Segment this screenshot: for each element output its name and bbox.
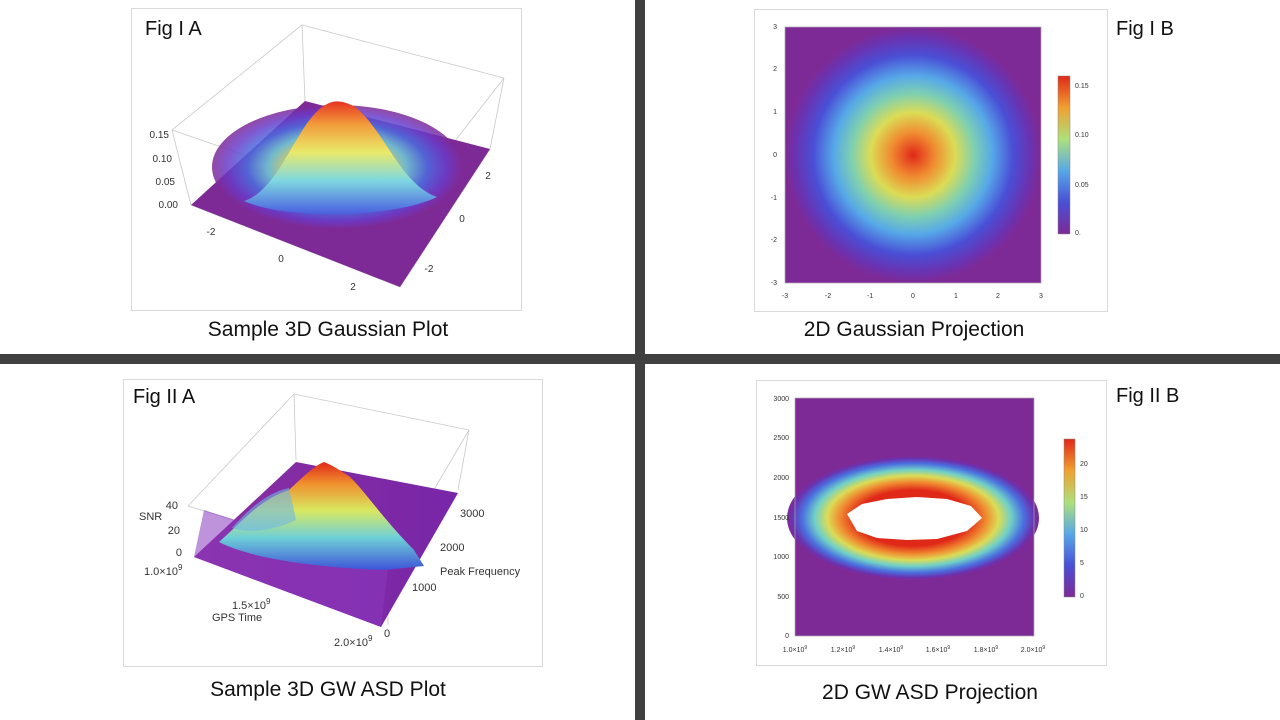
fig2b-y-tick: 0	[785, 633, 789, 640]
fig2b-caption: 2D GW ASD Projection	[822, 681, 1038, 704]
fig1a-panel: 0.15 0.10 0.05 0.00 -2 0 2 -2 0 2 Fig I …	[131, 8, 522, 311]
fig1a-z-tick: 0.15	[150, 130, 170, 141]
fig2b-chart: 3000 2500 2000 1500 1000 500 0 1.0×109 1…	[773, 396, 1088, 654]
fig2b-panel: 3000 2500 2000 1500 1000 500 0 1.0×109 1…	[756, 380, 1107, 666]
fig2b-colorbar-tick: 5	[1080, 560, 1084, 567]
fig2a-y-label: Peak Frequency	[440, 566, 521, 578]
fig2a-y-tick: 1000	[412, 582, 436, 594]
fig1a-y-tick: 0	[459, 214, 465, 225]
fig2b-colorbar-tick: 15	[1080, 494, 1088, 501]
fig1a-y-tick: 2	[485, 171, 491, 182]
fig1b-colorbar-tick: 0.15	[1075, 83, 1089, 90]
fig2b-colorbar-tick: 10	[1080, 527, 1088, 534]
fig1b-y-tick: 1	[773, 109, 777, 116]
fig2b-label: Fig II B	[1116, 385, 1180, 407]
fig2a-z-tick: 0	[176, 547, 182, 559]
fig2b-colorbar-tick: 20	[1080, 461, 1088, 468]
fig1b-x-tick: -1	[867, 293, 873, 300]
fig1b-y-tick: 3	[773, 24, 777, 31]
fig1b-y-tick: 0	[773, 152, 777, 159]
fig2b-y-tick: 2500	[773, 435, 789, 442]
fig2a-x-label: GPS Time	[212, 612, 262, 624]
fig1b-y-tick: 2	[773, 66, 777, 73]
fig2a-label: Fig II A	[133, 386, 196, 408]
fig1a-z-tick: 0.00	[159, 200, 179, 211]
fig2a-y-tick: 0	[384, 628, 390, 640]
fig1b-panel: 3 2 1 0 -1 -2 -3 -3 -2 -1 0 1 2 3 0.15 0…	[754, 9, 1108, 312]
fig1b-y-tick: -3	[771, 280, 777, 287]
fig1b-chart: 3 2 1 0 -1 -2 -3 -3 -2 -1 0 1 2 3 0.15 0…	[771, 24, 1089, 300]
fig2b-y-tick: 3000	[773, 396, 789, 403]
fig1b-y-tick: -2	[771, 237, 777, 244]
fig1a-y-tick: -2	[425, 264, 434, 275]
fig1a-chart: 0.15 0.10 0.05 0.00 -2 0 2 -2 0 2	[150, 24, 505, 293]
fig2b-y-tick: 2000	[773, 475, 789, 482]
fig1a-x-tick: 0	[278, 254, 284, 265]
fig1a-x-tick: 2	[350, 282, 356, 293]
fig2b-x-tick: 1.6×109	[926, 645, 951, 654]
fig2b-x-tick: 2.0×109	[1021, 645, 1046, 654]
fig2a-z-tick: 40	[166, 500, 178, 512]
fig1b-x-tick: 0	[911, 293, 915, 300]
fig2b-colorbar-tick: 0	[1080, 593, 1084, 600]
fig2a-y-tick: 2000	[440, 542, 464, 554]
fig1b-y-tick: -1	[771, 195, 777, 202]
fig1b-colorbar-tick: 0.	[1075, 230, 1081, 237]
fig2b-x-tick: 1.0×109	[783, 645, 808, 654]
fig1b-x-tick: 2	[996, 293, 1000, 300]
fig2b-y-tick: 1000	[773, 554, 789, 561]
fig2a-z-tick: 20	[168, 525, 180, 537]
fig2b-clipped-region	[847, 497, 982, 540]
fig2a-z-label: SNR	[139, 511, 162, 523]
fig1b-colorbar	[1057, 75, 1071, 235]
fig2a-y-tick: 3000	[460, 508, 484, 520]
horizontal-divider	[0, 354, 1280, 364]
fig2a-chart: SNR 40 20 0 1.0×109 1.5×109 2.0×109 GPS …	[139, 393, 521, 649]
fig2b-x-tick: 1.8×109	[974, 645, 999, 654]
fig1a-z-tick: 0.05	[156, 177, 176, 188]
fig2b-colorbar	[1063, 438, 1076, 598]
fig1b-caption: 2D Gaussian Projection	[803, 318, 1025, 341]
fig1b-label: Fig I B	[1116, 18, 1174, 40]
fig1b-x-tick: 1	[954, 293, 958, 300]
fig1b-x-tick: -3	[782, 293, 788, 300]
fig2a-panel: SNR 40 20 0 1.0×109 1.5×109 2.0×109 GPS …	[123, 379, 543, 667]
fig2b-y-tick: 500	[777, 594, 789, 601]
fig1b-x-tick: -2	[825, 293, 831, 300]
fig2a-caption: Sample 3D GW ASD Plot	[210, 678, 446, 701]
fig2b-y-tick: 1500	[773, 515, 789, 522]
fig2a-x-tick: 1.5×109	[232, 597, 271, 612]
fig2b-x-tick: 1.4×109	[879, 645, 904, 654]
fig1b-colorbar-tick: 0.05	[1075, 182, 1089, 189]
fig2a-x-tick: 2.0×109	[334, 634, 373, 649]
fig1a-label: Fig I A	[145, 18, 202, 40]
fig1a-z-tick: 0.10	[153, 154, 173, 165]
fig1b-colorbar-tick: 0.10	[1075, 132, 1089, 139]
fig2a-x-tick: 1.0×109	[144, 563, 183, 578]
fig1b-x-tick: 3	[1039, 293, 1043, 300]
fig1a-caption: Sample 3D Gaussian Plot	[207, 318, 449, 341]
fig1a-x-tick: -2	[207, 227, 216, 238]
fig2b-x-tick: 1.2×109	[831, 645, 856, 654]
